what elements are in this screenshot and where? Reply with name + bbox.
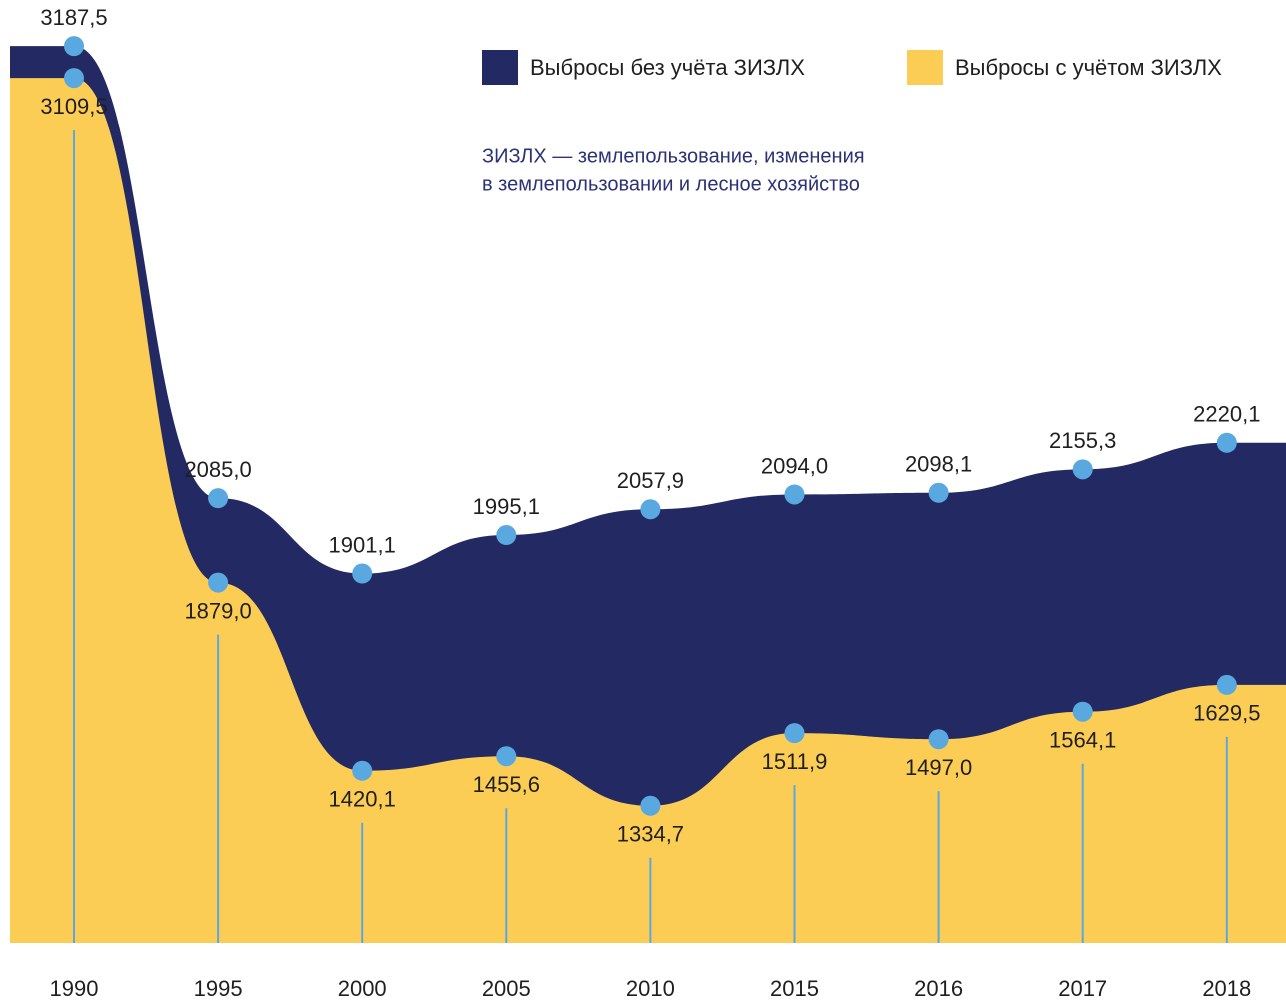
x-tick-label: 2015 [770,976,819,1001]
legend-label: Выбросы без учёта ЗИЗЛХ [530,55,805,80]
value-label: 2085,0 [184,457,251,482]
value-label: 1334,7 [617,822,684,847]
point [352,760,373,781]
x-tick-label: 2017 [1058,976,1107,1001]
value-label: 2098,1 [905,452,972,477]
point [208,572,229,593]
x-tick-label: 1995 [194,976,243,1001]
value-label: 2220,1 [1193,402,1260,427]
x-tick-label: 2018 [1202,976,1251,1001]
value-label: 2057,9 [617,468,684,493]
markers [64,36,1237,816]
x-tick-label: 2010 [626,976,675,1001]
point [1072,701,1093,722]
point [640,499,661,520]
value-label: 3109,5 [40,94,107,119]
point [64,68,84,89]
point [928,482,949,503]
point [64,36,84,57]
value-label: 1497,0 [905,755,972,780]
value-label: 2155,3 [1049,428,1116,453]
point [784,484,805,505]
areas [10,46,1286,944]
point [928,729,949,750]
value-label: 1901,1 [329,532,396,557]
value-label: 1455,6 [473,772,540,797]
point [496,525,517,546]
point [784,723,805,744]
x-tick-label: 2005 [482,976,531,1001]
point [1072,459,1093,480]
x-tick-label: 2000 [338,976,387,1001]
leader-lines [73,130,1228,943]
legend-label: Выбросы с учётом ЗИЗЛХ [955,55,1222,80]
x-tick-label: 2016 [914,976,963,1001]
point [496,746,517,767]
point [1216,432,1237,453]
point [1216,674,1237,695]
point [640,795,661,816]
point [352,563,373,584]
area [10,46,1286,943]
note-line: в землепользовании и лесное хозяйство [482,173,860,195]
note-line: ЗИЗЛХ — землепользование, изменения [482,145,865,167]
x-tick-label: 1990 [50,976,99,1001]
value-label: 3187,5 [40,5,107,30]
value-label: 1879,0 [184,598,251,623]
value-label: 1420,1 [329,787,396,812]
value-label: 1629,5 [1193,701,1260,726]
legend-swatch [482,50,518,85]
area [10,78,1286,944]
value-label: 2094,0 [761,453,828,478]
point [208,488,229,509]
legend-swatch [907,50,943,85]
value-label: 1511,9 [762,749,828,774]
value-label: 1564,1 [1049,728,1116,753]
value-label: 1995,1 [473,494,540,519]
